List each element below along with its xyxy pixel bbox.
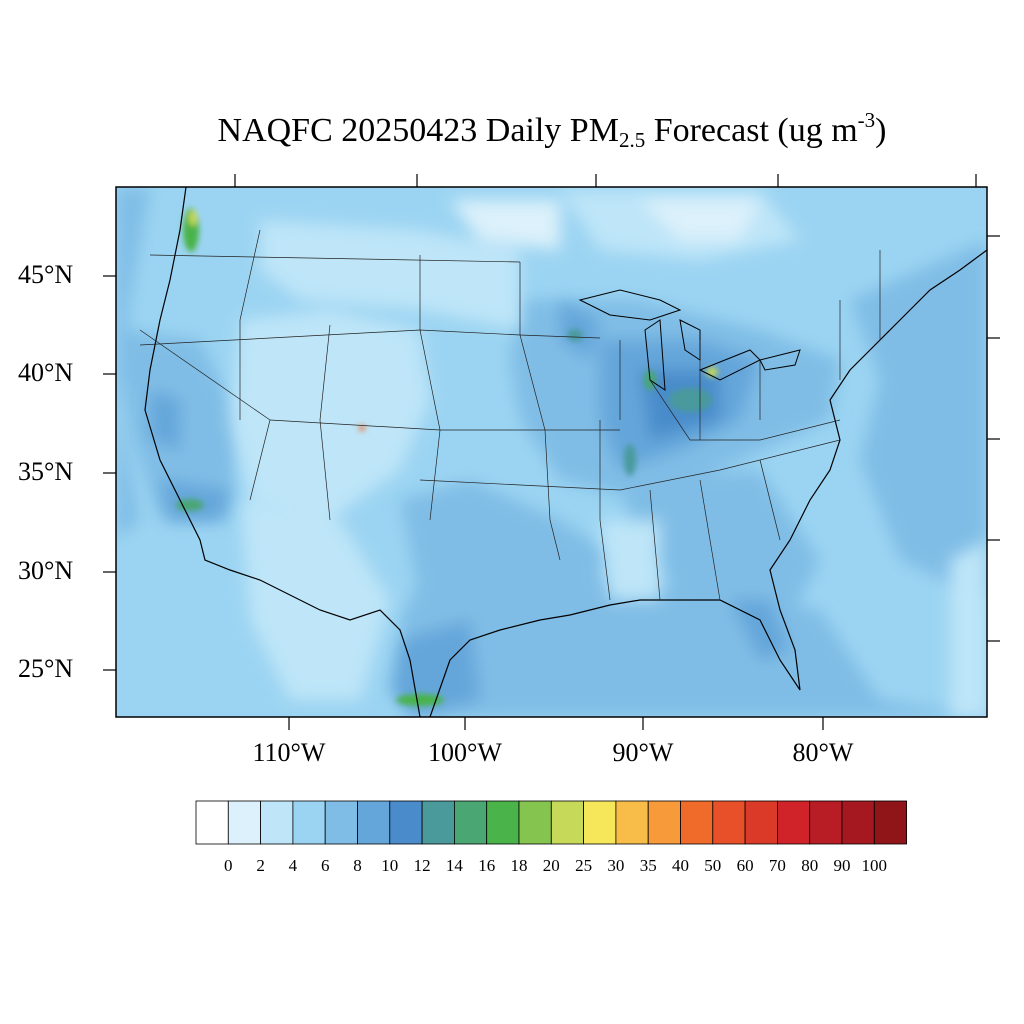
colorbar-label: 20 [542, 856, 560, 875]
lat-label-35n: 35°N [18, 457, 74, 486]
colorbar-label: 80 [801, 856, 819, 875]
map-plot-area [116, 187, 987, 717]
lon-label-100w: 100°W [428, 738, 502, 767]
colorbar-swatch [583, 800, 617, 845]
colorbar-label: 50 [704, 856, 722, 875]
lat-label-45n: 45°N [18, 260, 74, 289]
map-frame [115, 186, 988, 718]
colorbar-swatch [453, 800, 488, 845]
colorbar-label: 35 [639, 856, 657, 875]
colorbar-swatch [615, 800, 649, 845]
colorbar-swatch [421, 800, 455, 845]
colorbar-label: 12 [413, 856, 431, 875]
colorbar-swatch [292, 800, 326, 845]
colorbar-label: 16 [478, 856, 496, 875]
colorbar-label: 70 [768, 856, 786, 875]
colorbar-swatch [841, 800, 875, 845]
colorbar-swatch [712, 800, 746, 845]
colorbar-swatch [873, 800, 907, 845]
concentration-field-hotspots [176, 208, 718, 706]
colorbar-label: 4 [288, 856, 298, 875]
colorbar-label: 6 [320, 856, 330, 875]
colorbar-label: 30 [607, 856, 625, 875]
colorbar-label: 14 [445, 856, 463, 875]
colorbar-swatch [486, 800, 520, 845]
lat-label-40n: 40°N [18, 358, 74, 387]
colorbar-label: 40 [672, 856, 689, 875]
map-title: NAQFC 20250423 Daily PM2.5 Forecast (ug … [217, 108, 887, 152]
colorbar-swatch [550, 800, 584, 845]
coastline [144, 187, 987, 717]
colorbar-swatch [324, 800, 358, 845]
lat-label-30n: 30°N [18, 556, 74, 585]
colorbar-swatch [809, 800, 843, 845]
lon-label-90w: 90°W [612, 738, 674, 767]
colorbar-label: 18 [510, 856, 528, 875]
colorbar-label: 25 [575, 856, 593, 875]
colorbar-label: 0 [224, 856, 233, 875]
colorbar-label: 2 [256, 856, 265, 875]
concentration-field-low [230, 190, 987, 717]
colorbar-swatch [389, 800, 423, 845]
lon-label-80w: 80°W [792, 738, 854, 767]
colorbar-label: 10 [381, 856, 399, 875]
colorbar-label: 60 [736, 856, 754, 875]
state-boundaries [139, 229, 881, 601]
colorbar-swatch [260, 800, 294, 845]
colorbar-swatch [195, 800, 229, 845]
colorbar-swatch [647, 800, 681, 845]
colorbar [195, 800, 907, 845]
colorbar-label: 8 [353, 856, 362, 875]
lon-label-110w: 110°W [252, 738, 326, 767]
colorbar-swatch [777, 800, 811, 845]
colorbar-swatch [680, 800, 714, 845]
lat-label-25n: 25°N [18, 654, 74, 683]
colorbar-label: 90 [833, 856, 851, 875]
colorbar-label: 100 [861, 856, 888, 875]
colorbar-swatch [744, 800, 778, 845]
colorbar-swatch [518, 800, 552, 845]
colorbar-swatch [357, 800, 391, 845]
axis-ticks [103, 174, 1000, 730]
colorbar-swatch [227, 800, 262, 845]
